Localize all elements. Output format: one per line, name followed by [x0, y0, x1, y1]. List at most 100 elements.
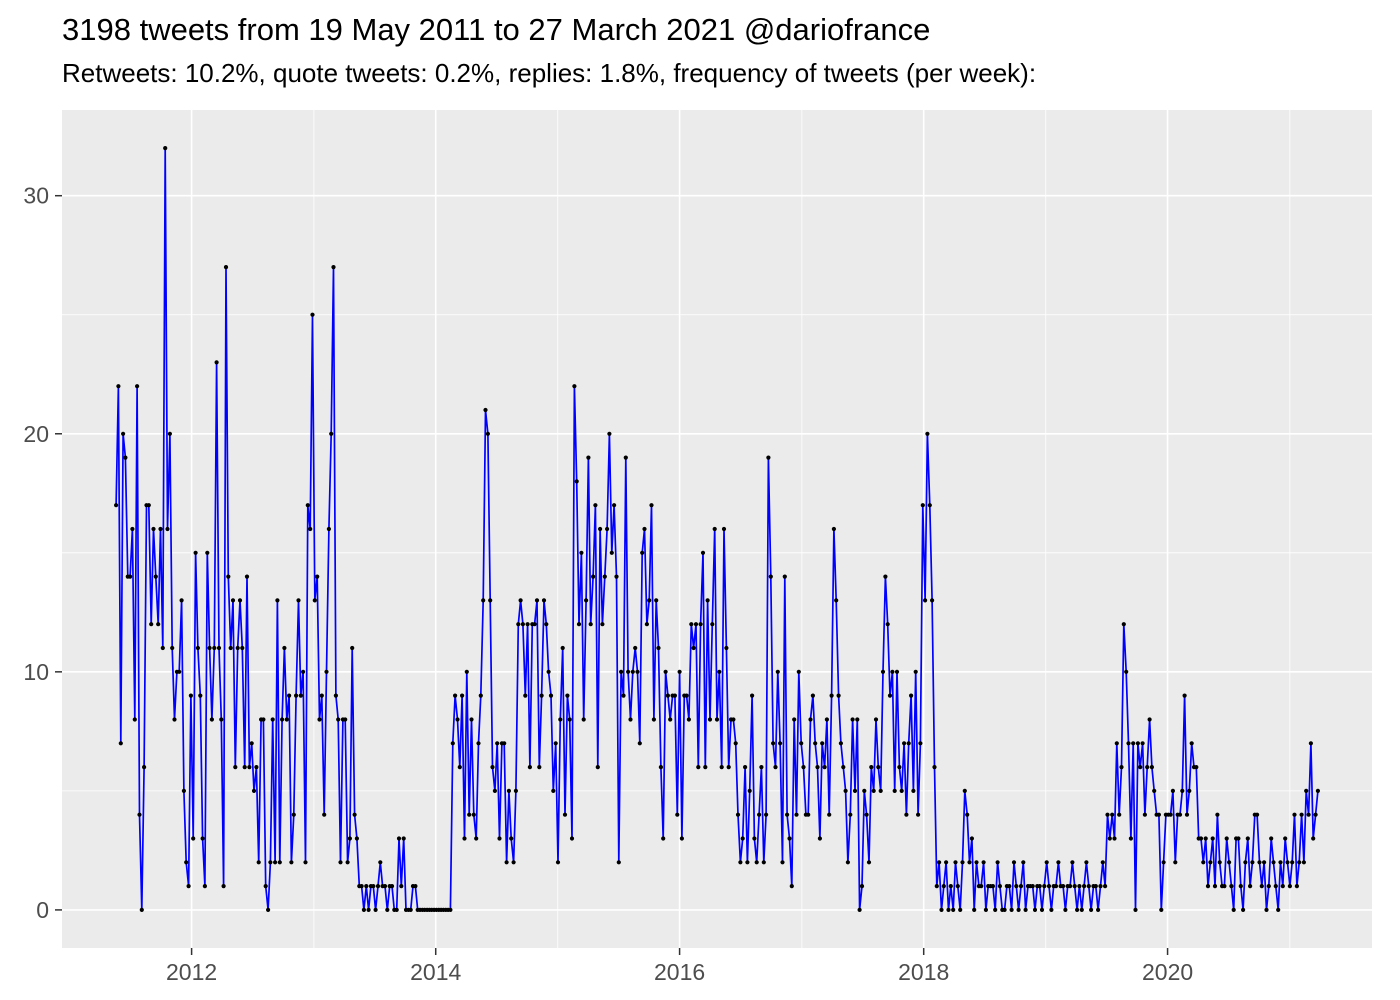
data-point: [1042, 884, 1047, 889]
data-point: [366, 907, 371, 913]
data-point: [1269, 836, 1274, 841]
data-point: [270, 717, 275, 722]
data-point: [941, 884, 946, 889]
data-point: [263, 884, 268, 889]
data-point: [230, 598, 236, 603]
data-point: [672, 693, 678, 698]
data-point: [200, 836, 205, 841]
data-point: [983, 907, 989, 913]
data-point: [897, 765, 902, 770]
data-point: [607, 431, 612, 436]
data-point: [1301, 860, 1306, 865]
data-point: [490, 765, 495, 770]
data-point: [513, 788, 519, 794]
data-point: [305, 503, 310, 508]
data-point: [738, 860, 743, 865]
data-point: [212, 645, 217, 651]
data-point: [665, 693, 671, 698]
data-point: [251, 788, 257, 794]
data-point: [523, 693, 528, 698]
data-point: [233, 765, 238, 770]
data-point: [1044, 860, 1049, 865]
data-point: [598, 526, 603, 532]
data-point: [591, 574, 596, 579]
data-point: [719, 765, 724, 770]
data-point: [902, 741, 907, 746]
data-point: [474, 836, 479, 841]
data-point: [1208, 860, 1213, 865]
data-point: [289, 860, 294, 865]
data-point: [460, 693, 465, 698]
data-point: [965, 812, 970, 817]
data-point: [778, 741, 783, 746]
data-point: [1245, 836, 1250, 841]
data-point: [993, 907, 998, 913]
data-point: [775, 669, 780, 674]
data-point: [268, 860, 273, 865]
data-point: [567, 717, 572, 722]
data-point: [757, 812, 762, 817]
data-point: [937, 860, 942, 865]
data-point: [1257, 860, 1262, 865]
data-point: [151, 526, 156, 532]
data-point: [735, 812, 741, 817]
data-point: [1283, 836, 1288, 841]
data-point: [878, 788, 883, 794]
data-point: [731, 717, 736, 722]
y-tick-label: 30: [23, 183, 49, 209]
x-tick-label: 2016: [654, 959, 705, 985]
data-point: [752, 836, 757, 841]
data-point: [806, 812, 811, 817]
data-point: [453, 693, 458, 698]
data-point: [1149, 765, 1154, 770]
data-point: [492, 788, 497, 794]
data-point: [911, 788, 916, 794]
data-point: [588, 622, 593, 627]
data-point: [909, 693, 914, 698]
data-point: [319, 693, 324, 698]
data-point: [471, 812, 476, 817]
data-point: [160, 645, 165, 651]
data-point: [1007, 884, 1012, 889]
data-point: [616, 860, 621, 865]
data-point: [892, 788, 897, 794]
data-point: [149, 622, 154, 627]
data-point: [747, 788, 752, 794]
data-point: [1145, 765, 1150, 770]
data-point: [128, 574, 133, 579]
data-point: [967, 860, 972, 865]
data-point: [364, 884, 369, 889]
data-point: [635, 669, 640, 674]
data-point: [1238, 884, 1243, 889]
data-point: [520, 622, 526, 627]
data-point: [609, 550, 614, 555]
data-point: [483, 407, 488, 413]
data-point: [478, 693, 483, 698]
data-point: [824, 717, 830, 722]
data-point: [876, 765, 881, 770]
data-point: [553, 741, 558, 746]
data-point: [254, 765, 259, 770]
data-point: [413, 884, 418, 889]
data-point: [642, 526, 647, 532]
data-point: [1135, 741, 1140, 746]
data-point: [605, 526, 610, 532]
data-point: [1053, 884, 1059, 889]
data-point: [1032, 907, 1038, 913]
data-point: [1229, 884, 1234, 889]
data-point: [1131, 741, 1136, 746]
data-point: [266, 907, 271, 913]
data-point: [1084, 860, 1089, 865]
data-point: [569, 836, 575, 841]
data-point: [331, 265, 336, 270]
data-point: [1124, 669, 1129, 674]
data-point: [1075, 907, 1080, 913]
data-point: [679, 836, 685, 841]
data-point: [841, 765, 846, 770]
data-point: [354, 836, 359, 841]
data-point: [389, 884, 395, 889]
data-point: [764, 812, 769, 817]
data-point: [923, 598, 928, 603]
data-point: [572, 384, 577, 389]
data-point: [794, 812, 799, 817]
